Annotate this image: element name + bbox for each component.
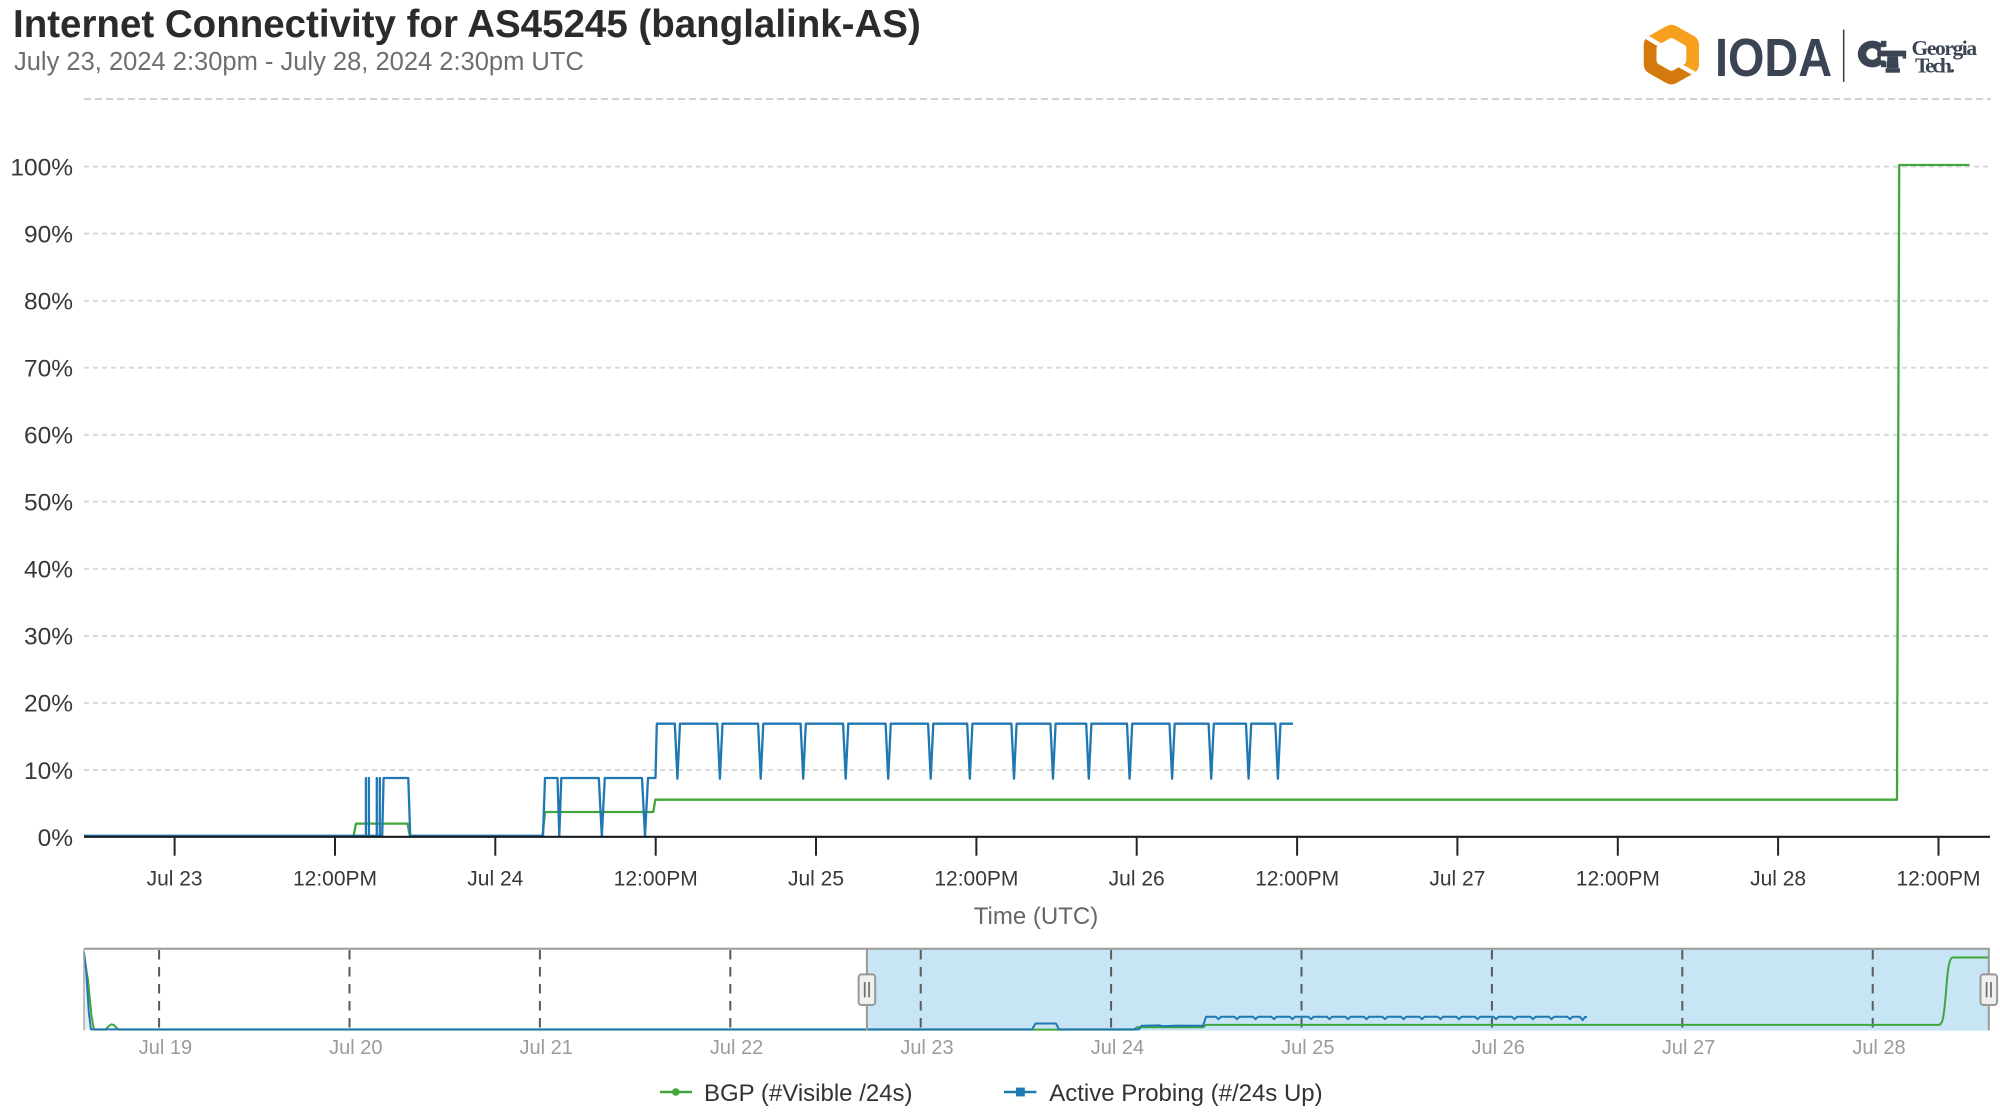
svg-text:July 23, 2024 2:30pm - July 28: July 23, 2024 2:30pm - July 28, 2024 2:3…	[14, 48, 584, 76]
svg-text:90%: 90%	[24, 221, 73, 248]
svg-text:Jul 20: Jul 20	[329, 1037, 382, 1059]
svg-text:50%: 50%	[24, 490, 73, 517]
svg-text:Jul 28: Jul 28	[1852, 1037, 1905, 1059]
svg-text:BGP (#Visible /24s): BGP (#Visible /24s)	[704, 1080, 913, 1107]
svg-text:Jul 27: Jul 27	[1429, 868, 1485, 891]
svg-text:10%: 10%	[24, 758, 73, 785]
svg-text:60%: 60%	[24, 423, 73, 450]
svg-text:100%: 100%	[10, 154, 73, 181]
svg-text:Jul 25: Jul 25	[788, 868, 844, 891]
svg-text:Tech.: Tech.	[1915, 54, 1955, 78]
svg-text:30%: 30%	[24, 624, 73, 651]
svg-text:20%: 20%	[24, 691, 73, 718]
svg-text:Jul 26: Jul 26	[1472, 1037, 1525, 1059]
svg-text:Jul 23: Jul 23	[147, 868, 203, 891]
svg-text:80%: 80%	[24, 289, 73, 316]
svg-text:Jul 21: Jul 21	[520, 1037, 573, 1059]
svg-text:Jul 24: Jul 24	[467, 868, 523, 891]
svg-text:Jul 19: Jul 19	[139, 1037, 192, 1059]
svg-text:12:00PM: 12:00PM	[614, 868, 698, 891]
svg-text:40%: 40%	[24, 557, 73, 584]
svg-text:Jul 28: Jul 28	[1750, 868, 1806, 891]
svg-text:Jul 26: Jul 26	[1109, 868, 1165, 891]
svg-text:0%: 0%	[38, 825, 73, 852]
svg-text:Jul 23: Jul 23	[900, 1037, 953, 1059]
svg-text:Active Probing (#/24s Up): Active Probing (#/24s Up)	[1049, 1080, 1322, 1107]
svg-text:Georgia: Georgia	[1912, 36, 1978, 60]
svg-text:12:00PM: 12:00PM	[934, 868, 1018, 891]
svg-text:Jul 25: Jul 25	[1281, 1037, 1334, 1059]
svg-text:12:00PM: 12:00PM	[1576, 868, 1660, 891]
svg-text:12:00PM: 12:00PM	[1255, 868, 1339, 891]
svg-text:Jul 24: Jul 24	[1091, 1037, 1144, 1059]
svg-text:IODA: IODA	[1715, 29, 1832, 88]
svg-text:Internet Connectivity for AS45: Internet Connectivity for AS45245 (bangl…	[13, 3, 921, 46]
svg-text:Time (UTC): Time (UTC)	[974, 903, 1098, 930]
svg-text:Jul 27: Jul 27	[1662, 1037, 1715, 1059]
svg-text:12:00PM: 12:00PM	[293, 868, 377, 891]
svg-text:70%: 70%	[24, 356, 73, 383]
svg-text:12:00PM: 12:00PM	[1896, 868, 1980, 891]
svg-text:Jul 22: Jul 22	[710, 1037, 763, 1059]
